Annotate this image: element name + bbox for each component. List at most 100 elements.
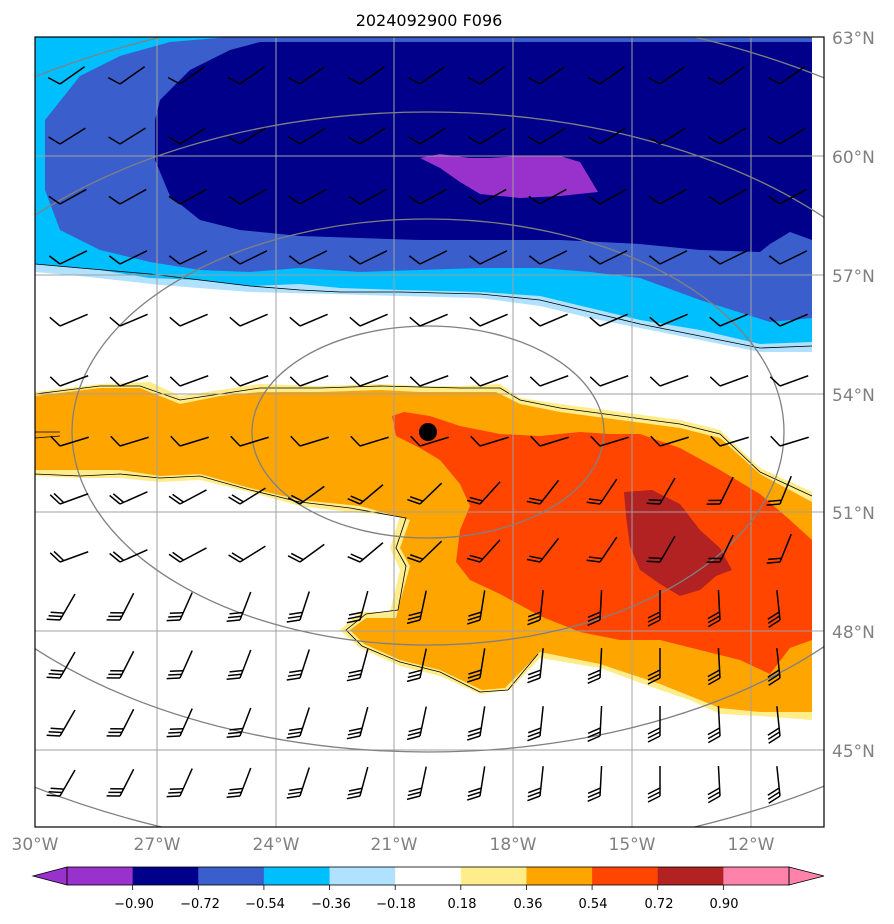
wind-barb [47, 66, 86, 85]
wind-barb [528, 250, 568, 265]
wind-barb [767, 766, 781, 804]
wind-barb [407, 482, 443, 505]
wind-barb [588, 127, 626, 145]
wind-barb [586, 536, 618, 563]
wind-barb [226, 767, 252, 799]
colorbar-extend-high [788, 866, 825, 886]
wind-barb [468, 188, 507, 205]
map-title: 2024092900 F096 [356, 11, 503, 30]
wind-barb [226, 649, 252, 681]
wind-barb [587, 766, 603, 803]
wind-barb [707, 648, 721, 686]
wind-barb [346, 590, 369, 624]
wind-barb [167, 66, 206, 85]
wind-barb [348, 127, 386, 145]
wind-barb [227, 66, 266, 85]
wind-barb [288, 127, 326, 145]
wind-barb [588, 188, 627, 205]
wind-barb [648, 188, 687, 205]
wind-barb [228, 487, 266, 505]
colorbar-tick-label: 0.90 [710, 897, 739, 912]
wind-barb [468, 127, 506, 145]
plot-frame [34, 36, 825, 828]
wind-barb [408, 250, 448, 265]
range-circles [35, 37, 824, 827]
longitude-axis: 30°W 27°W 24°W 21°W 18°W 15°W 12°W [12, 835, 775, 855]
wind-barb [466, 590, 486, 625]
wind-barb [406, 766, 427, 801]
wind-barb [527, 766, 544, 802]
wind-barb [168, 489, 207, 505]
map-plot-area [35, 37, 824, 827]
colorbar-tick-label: −0.90 [114, 897, 154, 912]
colorbar-tick-label: −0.18 [376, 897, 416, 912]
lat-label: 54°N [832, 386, 875, 406]
colorbar-tick-label: 0.18 [448, 897, 477, 912]
wind-barb [409, 313, 448, 327]
wind-barb [229, 375, 269, 387]
wind-barb [709, 313, 748, 327]
wind-barb [228, 127, 266, 145]
wind-barb [709, 375, 749, 387]
wind-barb [50, 435, 89, 447]
wind-barb [768, 250, 808, 265]
wind-barb [288, 250, 328, 265]
wind-barb [706, 534, 734, 563]
lon-label: 15°W [609, 835, 656, 855]
wind-barb [707, 590, 721, 628]
wind-barb [407, 66, 446, 85]
wind-barb [587, 66, 626, 85]
contour-lines [35, 263, 813, 693]
wind-barb [648, 250, 688, 265]
wind-barb [109, 313, 148, 327]
colorbar-cell [460, 867, 527, 885]
wind-barb [108, 188, 147, 205]
wind-barb [107, 66, 146, 85]
colorbar-tick-label: −0.54 [245, 897, 285, 912]
wind-barb [767, 706, 781, 744]
wind-barb [287, 543, 325, 563]
wind-barb [226, 707, 252, 739]
wind-barb [768, 188, 807, 205]
wind-barb [466, 706, 486, 741]
lon-label: 18°W [490, 835, 537, 855]
wind-barb [647, 706, 661, 743]
wind-barb [707, 66, 746, 85]
colorbar: −0.90 −0.72 −0.54 −0.36 −0.18 0.18 0.36 … [31, 866, 825, 912]
wind-barb [228, 545, 266, 563]
wind-barb [649, 313, 688, 327]
colorbar-cell [198, 867, 265, 885]
wind-barb [706, 476, 734, 505]
wind-barb [588, 250, 628, 265]
colorbar-cell [395, 867, 462, 885]
wind-barb [466, 766, 486, 801]
wind-barb [166, 768, 193, 798]
wind-barb [647, 590, 661, 627]
wind-barb [587, 590, 603, 627]
wind-barb [767, 590, 781, 628]
lon-label: 27°W [134, 835, 181, 855]
wind-barb [529, 313, 568, 327]
wind-barb [46, 651, 76, 679]
wind-barb [226, 591, 252, 623]
colorbar-tick-label: 0.36 [514, 897, 543, 912]
wind-barb [348, 250, 388, 265]
wind-barb [170, 435, 209, 447]
wind-barb [166, 650, 193, 680]
wind-barb [647, 766, 661, 803]
colorbar-cell [723, 867, 790, 885]
wind-barb [589, 313, 628, 327]
wind-barb [287, 485, 325, 505]
wind-barb [350, 435, 389, 447]
wind-barb [527, 590, 544, 626]
lat-label: 48°N [832, 623, 875, 643]
wind-barb [408, 127, 446, 145]
wind-barb [408, 188, 447, 205]
wind-barb [106, 768, 135, 797]
wind-barb [527, 648, 544, 684]
wind-barb [49, 550, 89, 563]
wind-barb [347, 66, 386, 85]
lat-label: 57°N [832, 267, 875, 287]
lon-label: 21°W [371, 835, 418, 855]
